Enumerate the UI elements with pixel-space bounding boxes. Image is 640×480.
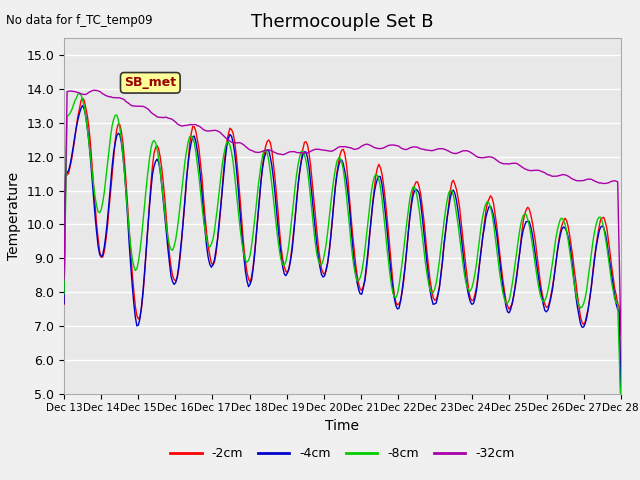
Text: No data for f_TC_temp09: No data for f_TC_temp09 bbox=[6, 14, 153, 27]
Text: SB_met: SB_met bbox=[124, 76, 177, 89]
Legend: -2cm, -4cm, -8cm, -32cm: -2cm, -4cm, -8cm, -32cm bbox=[165, 443, 520, 466]
Y-axis label: Temperature: Temperature bbox=[7, 172, 21, 260]
X-axis label: Time: Time bbox=[325, 419, 360, 433]
Title: Thermocouple Set B: Thermocouple Set B bbox=[251, 13, 434, 31]
